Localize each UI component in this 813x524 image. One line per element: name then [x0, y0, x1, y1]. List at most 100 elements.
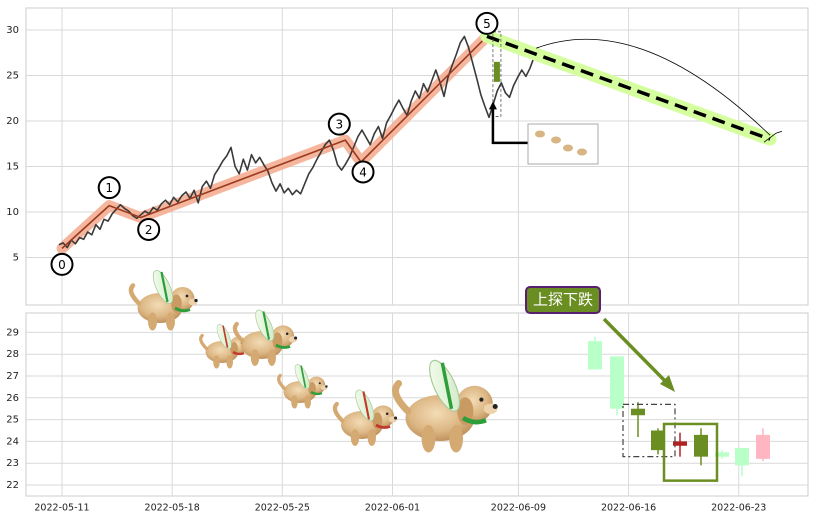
dog-sticker [232, 309, 298, 366]
dog-collar [310, 391, 323, 396]
top-y-ticks: 5 10 15 20 25 30 [6, 25, 19, 264]
top-y-tick-label: 20 [6, 116, 19, 127]
thumbnail-dog-mark [563, 144, 573, 152]
x-tick-label: 2022-06-09 [491, 503, 546, 514]
dog-wing-stripe [300, 365, 307, 388]
bottom-grid [26, 313, 808, 496]
dog-collar [375, 423, 391, 429]
bottom-y-tick-label: 24 [6, 436, 19, 447]
dog-leg [291, 395, 298, 409]
wave-label-circle [475, 11, 499, 35]
dog-nose [492, 403, 498, 410]
candle-body [651, 430, 665, 451]
top-y-tick-label: 15 [6, 162, 19, 173]
top-plot: 0 1 2 3 4 5 [50, 11, 783, 276]
inset-box [492, 31, 502, 117]
dog-collar [461, 415, 487, 425]
dog-nose [394, 416, 398, 420]
dog-leg [250, 349, 260, 366]
dog-wing [152, 270, 174, 304]
dog-leg [421, 424, 436, 453]
candle-body [673, 441, 687, 446]
candle-body [694, 434, 708, 457]
dog-ear [171, 294, 182, 313]
wave-label-text: 4 [359, 165, 367, 179]
dog-nose [325, 385, 328, 388]
x-ticks: 2022-05-11 2022-05-18 2022-05-25 2022-06-01… [34, 503, 766, 514]
dog-wing-stripe [222, 325, 229, 348]
dog-eye [318, 382, 321, 385]
thumbnail-dog-mark [551, 136, 561, 144]
dog-wing-stripe [160, 271, 169, 303]
dog-sticker [277, 364, 328, 409]
candle-body [610, 356, 624, 409]
annotation-text: 上探下跌 [533, 291, 593, 309]
candle-body [715, 452, 729, 457]
dog-ear [457, 397, 474, 425]
annotation-arrowhead [660, 375, 675, 392]
dog-leg [449, 424, 463, 453]
dog-nose [194, 298, 198, 303]
x-tick-label: 2022-05-25 [255, 503, 310, 514]
bottom-y-tick-label: 28 [6, 349, 19, 360]
dog-leg [213, 355, 220, 369]
wave-label-circle [351, 160, 375, 184]
wave-label-circle [137, 217, 161, 241]
dog-wing [216, 324, 232, 350]
inset-candle [493, 61, 500, 82]
wave-label-text: 0 [58, 258, 66, 272]
bottom-y-tick-label: 22 [6, 480, 19, 491]
dog-tail [277, 373, 287, 391]
top-y-tick-label: 25 [6, 71, 19, 82]
dog-tail [332, 401, 345, 423]
dog-ear [272, 332, 283, 350]
top-y-tick-label: 10 [6, 207, 19, 218]
forecast-dashed-line [486, 34, 771, 141]
candle-body [756, 434, 770, 459]
dog-leg [148, 312, 157, 331]
wave-label-circle [50, 252, 74, 276]
candle-body [588, 341, 602, 370]
dog-tail [199, 333, 209, 351]
top-y-tick-label: 5 [13, 253, 19, 264]
bottom-plot: 上探下跌 [525, 286, 770, 482]
elliott-wave-line [61, 35, 488, 249]
bottom-y-ticks: 22 23 24 25 26 27 28 29 [6, 327, 19, 491]
decorative-dog-stickers [128, 270, 498, 453]
bottom-y-tick-label: 25 [6, 415, 19, 426]
top-grid [26, 8, 808, 305]
pattern-box-solid [662, 422, 719, 482]
thumbnail-dog-mark [535, 130, 545, 138]
dog-wing [294, 364, 310, 390]
dog-eye [479, 397, 484, 402]
x-tick-label: 2022-06-23 [711, 503, 766, 514]
x-tick-label: 2022-06-01 [365, 503, 420, 514]
dog-eye [285, 332, 289, 336]
annotation-arrow-line [602, 317, 674, 390]
dog-wing [255, 309, 275, 342]
dog-nose [294, 336, 298, 340]
dog-collar [174, 306, 191, 313]
dog-leg [350, 429, 360, 446]
dog-leg [367, 429, 376, 446]
dog-wing-stripe [262, 311, 271, 340]
x-tick-label: 2022-06-16 [601, 503, 656, 514]
dog-wing [429, 359, 461, 412]
dog-sticker [128, 270, 198, 331]
forecast-arc-tip [763, 130, 783, 143]
wave-label-circle [327, 112, 351, 136]
dog-tail [128, 283, 142, 306]
dog-sticker [392, 359, 498, 453]
bottom-y-tick-label: 29 [6, 327, 19, 338]
dog-leg [267, 349, 276, 366]
dog-wing [355, 389, 375, 422]
top-y-tick-label: 30 [6, 25, 19, 36]
x-tick-label: 2022-05-11 [34, 503, 89, 514]
dog-wing-stripe [440, 362, 454, 410]
wave-label-text: 5 [483, 17, 491, 31]
dog-ear [372, 412, 383, 430]
dog-tail [392, 380, 412, 415]
wave-label-text: 2 [145, 223, 153, 237]
bottom-y-tick-label: 27 [6, 371, 19, 382]
